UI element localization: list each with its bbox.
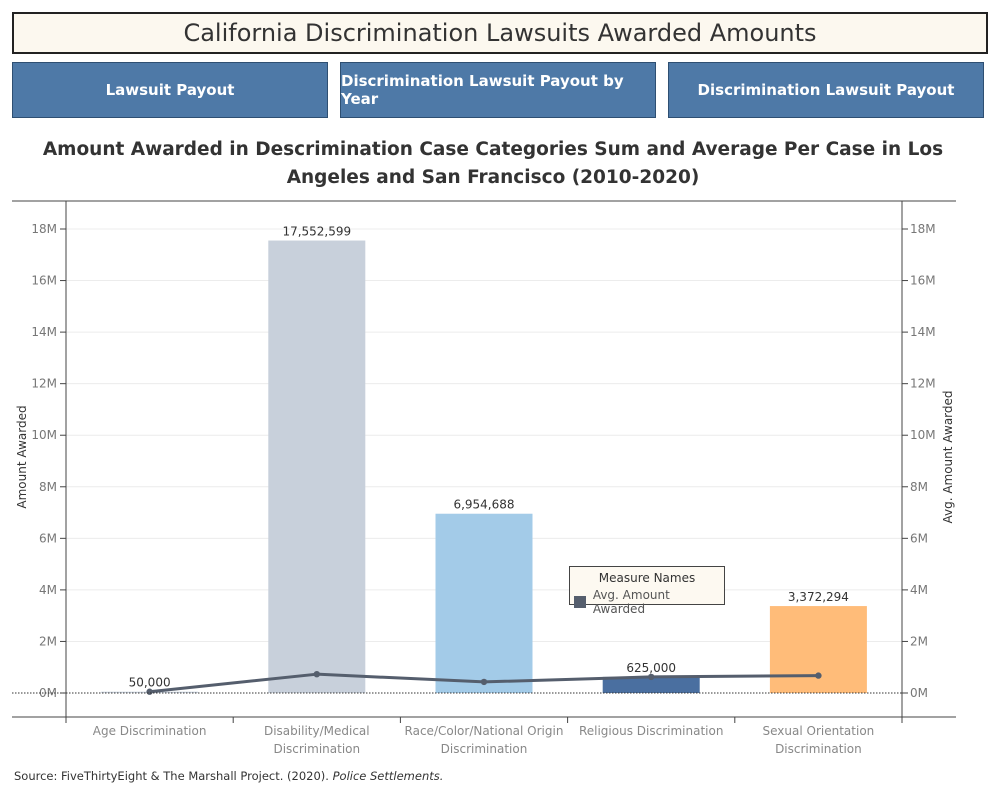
bar-value-label: 17,552,599 [282,225,351,239]
y2-axis-title: Avg. Amount Awarded [941,390,955,523]
x-category-label: Age Discrimination [93,724,207,738]
bar [268,240,366,693]
bar [769,606,867,693]
legend-item-label: Avg. Amount Awarded [592,588,670,616]
y-tick-label: 12M [31,377,57,391]
y2-tick-label: 6M [910,531,928,545]
y-tick-label: 4M [39,583,57,597]
x-category-label: Discrimination [441,742,528,756]
source-note: Source: FiveThirtyEight & The Marshall P… [14,769,443,783]
legend[interactable]: Measure Names Avg. Amount Awarded [569,566,725,616]
y2-tick-label: 0M [910,686,928,700]
bars [101,240,867,693]
x-category-label: Disability/Medical [264,724,370,738]
nav-button-lawsuit-payout[interactable]: Lawsuit Payout [12,62,328,118]
data-labels: 50,000 17,552,599 6,954,688 625,000 3,372,29… [129,225,849,690]
bar [435,513,533,693]
y-tick-label: 14M [31,325,57,339]
x-category-label: Religious Discrimination [579,724,723,738]
x-category-label: Sexual Orientation [763,724,875,738]
y2-tick-label: 14M [910,325,936,339]
y-tick-label: 16M [31,274,57,288]
x-category-label: Discrimination [775,742,862,756]
bar-value-label: 3,372,294 [788,590,849,604]
y2-tick-label: 8M [910,480,928,494]
y2-tick-label: 18M [910,222,936,236]
avg-point [313,670,320,678]
y2-tick-label: 4M [910,583,928,597]
bar-value-label: 50,000 [129,676,171,690]
legend-item[interactable]: Avg. Amount Awarded [574,588,724,616]
source-title: Police Settlements. [332,769,444,783]
y2-tick-label: 12M [910,377,936,391]
y2-tick-label: 2M [910,634,928,648]
avg-point [815,672,822,679]
nav-button-payout-by-year[interactable]: Discrimination Lawsuit Payout by Year [340,62,656,118]
legend-swatch [574,596,586,608]
bar-line-chart: 50,000 17,552,599 6,954,688 625,000 3,372,29… [12,200,956,756]
nav-button-discrimination-payout[interactable]: Discrimination Lawsuit Payout [668,62,984,118]
y2-tick-label: 16M [910,274,936,288]
avg-point [480,678,488,686]
y-axis-title: Amount Awarded [15,405,29,508]
x-category-label: Discrimination [273,742,360,756]
source-text: Source: FiveThirtyEight & The Marshall P… [14,769,333,783]
y-tick-label: 8M [39,480,57,494]
chart-title: Amount Awarded in Descrimination Case Ca… [42,139,944,188]
bar-value-label: 6,954,688 [453,498,514,512]
legend-title: Measure Names [598,571,696,585]
y-tick-label: 6M [39,531,57,545]
y2-tick-label: 10M [910,428,936,442]
bar-value-label: 625,000 [626,661,676,675]
y-tick-label: 10M [31,428,57,442]
gridlines [66,228,902,642]
x-category-label: Race/Color/National Origin [405,724,564,738]
y-tick-label: 2M [39,634,57,648]
dashboard-title: California Discrimination Lawsuits Award… [12,12,988,54]
avg-point [648,673,655,681]
y-tick-label: 18M [31,222,57,236]
bar [602,676,700,693]
